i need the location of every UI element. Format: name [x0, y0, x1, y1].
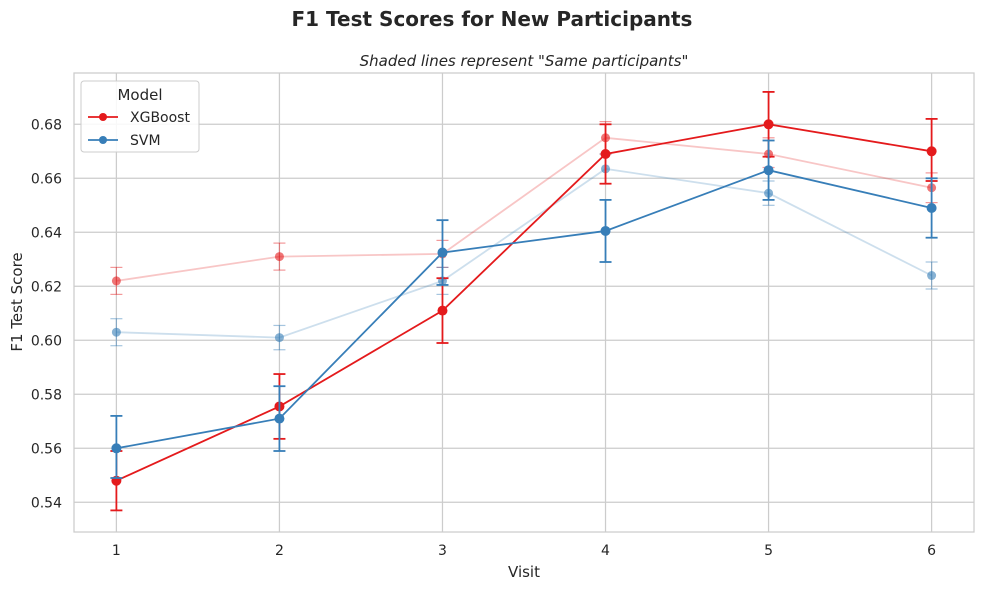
data-point: [111, 443, 122, 454]
chart-subtitle: Shaded lines represent "Same participant…: [360, 52, 689, 70]
data-point: [926, 146, 937, 157]
y-tick-label: 0.56: [31, 441, 62, 457]
chart-title: F1 Test Scores for New Participants: [292, 7, 693, 31]
data-point: [274, 413, 285, 424]
legend-label: SVM: [130, 133, 161, 149]
plot-frame: [73, 72, 975, 533]
y-axis-label: F1 Test Score: [8, 252, 26, 351]
data-point: [437, 305, 448, 316]
x-tick-label: 6: [927, 543, 936, 559]
x-tick-label: 2: [275, 543, 284, 559]
plot-area: [74, 73, 974, 532]
legend-entry: XGBoost: [88, 110, 190, 126]
x-tick-label: 4: [601, 543, 610, 559]
data-point: [927, 271, 937, 280]
data-point: [274, 252, 284, 262]
y-tick-label: 0.62: [31, 279, 62, 295]
data-point: [274, 333, 284, 343]
legend-entries: XGBoost SVM: [88, 110, 190, 149]
x-tick-label: 1: [112, 543, 121, 559]
x-axis-ticks: 1 2 3 4 5 6: [112, 543, 936, 559]
data-point: [111, 276, 121, 286]
series-line: [116, 136, 932, 282]
series-1-new-participants: [110, 139, 938, 479]
legend-marker: [99, 113, 107, 121]
y-tick-label: 0.58: [31, 387, 62, 403]
x-tick-label: 3: [438, 543, 447, 559]
y-axis-ticks: 0.54 0.56 0.58 0.60 0.62 0.64 0.66 0.68: [31, 117, 62, 511]
y-tick-label: 0.54: [31, 495, 62, 511]
data-point: [111, 327, 121, 337]
data-point: [600, 225, 611, 236]
series-line: [116, 167, 933, 339]
legend-label: XGBoost: [130, 110, 190, 126]
legend: Model XGBoost SVM: [80, 80, 200, 153]
y-tick-label: 0.66: [31, 171, 62, 187]
legend-title: Model: [117, 86, 162, 104]
series-line: [116, 123, 932, 482]
data-point: [763, 119, 774, 130]
legend-entry: SVM: [88, 133, 161, 149]
data-point: [763, 165, 774, 176]
legend-box: [80, 80, 200, 153]
x-axis-label: Visit: [508, 563, 540, 581]
data-point: [926, 203, 937, 213]
new-participants-series: [110, 91, 938, 512]
y-tick-label: 0.64: [31, 225, 62, 241]
y-tick-label: 0.68: [31, 117, 62, 133]
legend-marker: [99, 136, 107, 144]
series-line: [116, 169, 932, 450]
x-tick-label: 5: [764, 543, 773, 559]
data-point: [600, 149, 611, 159]
data-point: [437, 247, 448, 258]
y-tick-label: 0.60: [31, 333, 62, 349]
